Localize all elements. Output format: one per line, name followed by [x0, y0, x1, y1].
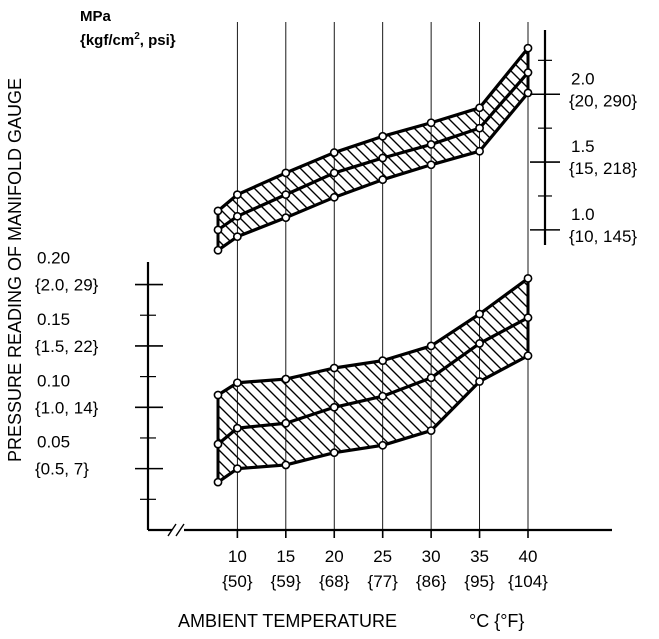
low-point-0-2 — [281, 374, 291, 384]
x-tick-label-c: 25 — [373, 547, 392, 566]
low-point-0-5 — [426, 341, 436, 351]
x-tick-label-c: 40 — [519, 547, 538, 566]
low-series-line-0 — [217, 277, 529, 397]
low-y-tick-label-mpa: 0.15 — [37, 310, 70, 329]
x-tick-labels: 10 {50} 15 {59} 20 {68} 25 {77} 30 {86} 35 {95} 40 {1… — [222, 547, 548, 591]
high-unit-line2: {kgf/cm2, psi} — [80, 31, 176, 49]
low-point-2-6 — [475, 377, 484, 386]
x-tick-label-f: {59} — [271, 572, 302, 591]
high-series-line-1 — [217, 71, 530, 232]
x-tick-label-f: {77} — [368, 572, 399, 591]
low-point-1-6 — [475, 339, 484, 348]
high-point-1-7 — [523, 68, 533, 77]
x-tick-label-c: 20 — [325, 547, 344, 566]
low-point-1-4 — [378, 391, 388, 401]
high-point-1-0 — [213, 225, 223, 235]
low-point-1-2 — [281, 418, 291, 428]
x-tick-label-f: {86} — [416, 572, 447, 591]
low-point-2-7 — [523, 351, 533, 361]
low-point-2-3 — [329, 448, 339, 458]
high-y-tick-label-alt: {15, 218} — [569, 159, 637, 178]
high-point-1-6 — [475, 123, 484, 133]
low-point-0-4 — [378, 356, 388, 366]
high-y-tick-label-mpa: 1.5 — [571, 137, 595, 156]
x-tick-label-f: {68} — [319, 572, 350, 591]
series-lines — [213, 43, 533, 487]
x-tick-label-f: {50} — [222, 572, 253, 591]
high-y-tick-label-mpa: 1.0 — [571, 205, 595, 224]
low-y-tick-label-alt: {2.0, 29} — [35, 276, 99, 295]
high-pressure-band — [218, 48, 528, 251]
low-point-1-3 — [329, 402, 339, 412]
high-series-line-0 — [216, 47, 530, 213]
x-tick-label-c: 15 — [276, 547, 295, 566]
low-y-tick-label-alt: {0.5, 7} — [35, 460, 89, 479]
low-point-1-7 — [523, 313, 533, 323]
high-point-0-7 — [523, 43, 533, 53]
high-point-1-5 — [426, 140, 436, 149]
high-point-0-0 — [213, 206, 223, 216]
x-tick-label-c: 35 — [470, 547, 489, 566]
high-point-1-3 — [329, 168, 339, 178]
low-point-1-5 — [426, 373, 436, 383]
low-point-0-3 — [329, 363, 339, 373]
high-y-tick-label-mpa: 2.0 — [571, 69, 595, 88]
y-axis-title: PRESSURE READING OF MANIFOLD GAUGE — [5, 78, 25, 462]
high-point-2-7 — [523, 88, 533, 98]
low-y-tick-label-alt: {1.5, 22} — [35, 337, 99, 356]
high-point-2-5 — [426, 160, 436, 170]
high-point-2-6 — [475, 146, 484, 156]
low-point-2-0 — [213, 477, 223, 487]
high-point-2-4 — [378, 175, 388, 185]
low-series-line-1 — [216, 316, 529, 446]
axes — [135, 30, 612, 538]
high-point-1-1 — [232, 211, 242, 221]
high-series-line-2 — [217, 91, 530, 252]
x-tick-label-c: 10 — [228, 547, 247, 566]
high-point-2-1 — [232, 232, 242, 242]
high-point-1-4 — [378, 153, 388, 163]
low-point-0-1 — [232, 378, 242, 388]
high-point-0-5 — [426, 118, 436, 128]
high-point-2-2 — [281, 213, 291, 223]
low-point-2-2 — [281, 460, 291, 470]
high-point-0-2 — [281, 168, 291, 178]
high-point-1-2 — [281, 190, 291, 200]
high-unit-line1: MPa — [80, 8, 112, 25]
high-point-0-3 — [329, 148, 339, 157]
low-point-0-0 — [213, 390, 223, 400]
pressure-bands — [218, 48, 528, 483]
low-y-tick-label-alt: {1.0, 14} — [35, 398, 99, 417]
low-point-0-7 — [523, 274, 533, 283]
high-point-2-0 — [213, 245, 223, 255]
low-pressure-band — [218, 278, 528, 483]
low-y-tick-label-mpa: 0.10 — [37, 371, 70, 390]
high-point-0-6 — [475, 103, 484, 113]
low-point-2-4 — [378, 440, 388, 450]
x-axis-title: AMBIENT TEMPERATURE — [178, 611, 397, 631]
low-y-tick-label-mpa: 0.20 — [37, 249, 70, 268]
y-tick-labels: 2.0 {20, 290} 1.5 {15, 218} 1.0 {10, 145} 0.20… — [35, 69, 637, 478]
low-series-line-2 — [217, 354, 529, 484]
high-y-tick-label-alt: {20, 290} — [569, 91, 637, 110]
axis-break-mark — [167, 523, 185, 537]
x-axis-unit: °C {°F} — [469, 611, 524, 631]
x-tick-label-f: {104} — [508, 572, 548, 591]
low-point-1-1 — [232, 423, 242, 433]
high-point-0-1 — [232, 190, 242, 200]
low-y-tick-label-mpa: 0.05 — [37, 433, 70, 452]
low-point-2-5 — [426, 426, 436, 435]
low-point-2-1 — [232, 464, 242, 474]
low-point-1-0 — [213, 439, 223, 449]
x-tick-label-c: 30 — [422, 547, 441, 566]
high-point-0-4 — [378, 131, 388, 141]
low-point-0-6 — [475, 309, 484, 319]
high-y-tick-label-alt: {10, 145} — [569, 227, 637, 246]
x-tick-label-f: {95} — [464, 572, 495, 591]
high-point-2-3 — [329, 192, 339, 202]
